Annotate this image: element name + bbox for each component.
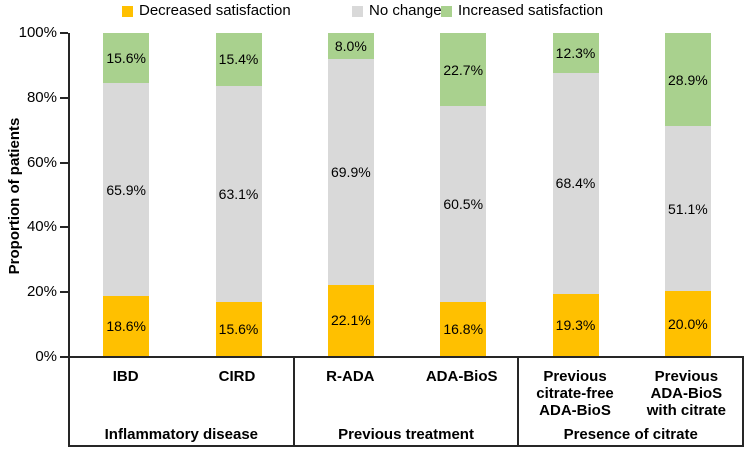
segment-value-label: 8.0% bbox=[334, 37, 367, 54]
segment-value-label: 12.3% bbox=[555, 44, 596, 61]
legend-swatch-icon bbox=[441, 5, 452, 17]
y-tick-label: 80% bbox=[26, 88, 57, 106]
bar-slot: 22.7% 60.5% 16.8% bbox=[407, 33, 519, 356]
segment-no-change: 63.1% bbox=[215, 85, 262, 303]
segment-value-label: 63.1% bbox=[218, 186, 259, 203]
plot-area: 15.6% 65.9% 18.6% 15.4% 63.1% 15.6% 8.0% 69.9% 2… bbox=[68, 33, 744, 358]
y-tick-label: 60% bbox=[26, 153, 57, 171]
y-tick-label: 100% bbox=[18, 24, 57, 41]
category-label: R-ADA bbox=[326, 368, 375, 385]
segment-increased-satisfaction: 12.3% bbox=[552, 33, 599, 73]
segment-value-label: 68.4% bbox=[555, 175, 596, 192]
bar-slot: 28.9% 51.1% 20.0% bbox=[632, 33, 744, 356]
segment-decreased-satisfaction: 16.8% bbox=[440, 301, 487, 356]
segment-value-label: 16.8% bbox=[443, 320, 484, 337]
x-axis-box: IBD CIRD Inflammatory disease R-ADA ADA-BioS… bbox=[68, 358, 744, 447]
bar: 28.9% 51.1% 20.0% bbox=[664, 33, 711, 356]
bar-slot: 15.6% 65.9% 18.6% bbox=[70, 33, 182, 356]
segment-decreased-satisfaction: 20.0% bbox=[664, 291, 711, 356]
segment-increased-satisfaction: 15.4% bbox=[215, 33, 262, 86]
segment-value-label: 60.5% bbox=[443, 196, 484, 213]
segment-value-label: 15.6% bbox=[218, 321, 259, 338]
legend-item: No change bbox=[352, 3, 442, 19]
segment-decreased-satisfaction: 15.6% bbox=[215, 302, 262, 356]
segment-value-label: 28.9% bbox=[668, 71, 708, 88]
segment-no-change: 69.9% bbox=[327, 58, 374, 285]
bar: 15.6% 65.9% 18.6% bbox=[103, 33, 150, 356]
segment-no-change: 68.4% bbox=[552, 72, 599, 294]
y-tick-mark bbox=[60, 291, 68, 294]
y-axis-title: Proportion of patients bbox=[6, 117, 23, 275]
y-tick-label: 40% bbox=[26, 218, 57, 236]
group-cell: IBD CIRD Inflammatory disease bbox=[70, 358, 293, 445]
segment-value-label: 15.6% bbox=[106, 50, 147, 67]
bar: 8.0% 69.9% 22.1% bbox=[327, 33, 374, 356]
category-label: IBD bbox=[112, 368, 139, 385]
segment-value-label: 20.0% bbox=[668, 315, 708, 332]
segment-value-label: 65.9% bbox=[106, 181, 147, 198]
legend-swatch-icon bbox=[352, 5, 363, 17]
group-label: Previous treatment bbox=[338, 426, 474, 443]
y-tick-label: 0% bbox=[35, 348, 57, 365]
legend-label: Decreased satisfaction bbox=[139, 2, 291, 19]
segment-value-label: 18.6% bbox=[106, 317, 147, 334]
segment-value-label: 22.7% bbox=[443, 61, 484, 78]
group-cell: Previous citrate-free ADA-BioS Previous A… bbox=[517, 358, 742, 445]
legend-item: Increased satisfaction bbox=[441, 3, 603, 19]
segment-value-label: 19.3% bbox=[555, 316, 596, 333]
segment-decreased-satisfaction: 22.1% bbox=[327, 284, 374, 356]
y-tick-label: 20% bbox=[26, 283, 57, 301]
y-tick-mark bbox=[60, 161, 68, 164]
bar: 15.4% 63.1% 15.6% bbox=[215, 33, 262, 356]
y-tick-mark bbox=[60, 226, 68, 229]
bar-group: 15.6% 65.9% 18.6% 15.4% 63.1% 15.6% bbox=[70, 33, 295, 356]
y-tick-mark bbox=[60, 96, 68, 99]
segment-decreased-satisfaction: 18.6% bbox=[103, 295, 150, 356]
category-label: CIRD bbox=[218, 368, 256, 385]
bar-group: 8.0% 69.9% 22.1% 22.7% 60.5% 16.8% bbox=[295, 33, 520, 356]
legend-label: Increased satisfaction bbox=[458, 2, 604, 19]
category-row: IBD CIRD bbox=[70, 358, 293, 385]
segment-increased-satisfaction: 22.7% bbox=[440, 33, 487, 107]
category-row: R-ADA ADA-BioS bbox=[295, 358, 518, 385]
category-label: ADA-BioS bbox=[425, 368, 498, 385]
y-tick-mark bbox=[60, 356, 68, 358]
segment-increased-satisfaction: 28.9% bbox=[664, 33, 711, 127]
bar: 12.3% 68.4% 19.3% bbox=[552, 33, 599, 356]
segment-no-change: 60.5% bbox=[440, 106, 487, 302]
group-label: Presence of citrate bbox=[563, 426, 698, 443]
category-row: Previous citrate-free ADA-BioS Previous A… bbox=[519, 358, 742, 419]
bar: 22.7% 60.5% 16.8% bbox=[440, 33, 487, 356]
bar-slot: 15.4% 63.1% 15.6% bbox=[182, 33, 294, 356]
segment-value-label: 51.1% bbox=[668, 200, 708, 217]
segment-no-change: 51.1% bbox=[664, 126, 711, 292]
category-label: Previous citrate-free ADA-BioS bbox=[536, 368, 614, 419]
segment-value-label: 15.4% bbox=[218, 51, 259, 68]
bars-area: 15.6% 65.9% 18.6% 15.4% 63.1% 15.6% 8.0% 69.9% 2… bbox=[70, 33, 744, 356]
segment-value-label: 22.1% bbox=[330, 312, 371, 329]
legend-label: No change bbox=[369, 2, 442, 19]
bar-slot: 12.3% 68.4% 19.3% bbox=[519, 33, 631, 356]
segment-increased-satisfaction: 8.0% bbox=[327, 33, 374, 59]
bar-group: 12.3% 68.4% 19.3% 28.9% 51.1% 20.0% bbox=[519, 33, 744, 356]
y-tick-mark bbox=[60, 32, 68, 34]
group-label: Inflammatory disease bbox=[104, 426, 259, 443]
segment-increased-satisfaction: 15.6% bbox=[103, 33, 150, 84]
group-cell: R-ADA ADA-BioS Previous treatment bbox=[292, 358, 518, 445]
segment-decreased-satisfaction: 19.3% bbox=[552, 293, 599, 356]
segment-value-label: 69.9% bbox=[330, 163, 371, 180]
legend-item: Decreased satisfaction bbox=[122, 3, 291, 19]
legend-swatch-icon bbox=[122, 5, 133, 17]
bar-slot: 8.0% 69.9% 22.1% bbox=[295, 33, 407, 356]
category-label: Previous ADA-BioS with citrate bbox=[646, 368, 726, 419]
segment-no-change: 65.9% bbox=[103, 83, 150, 296]
